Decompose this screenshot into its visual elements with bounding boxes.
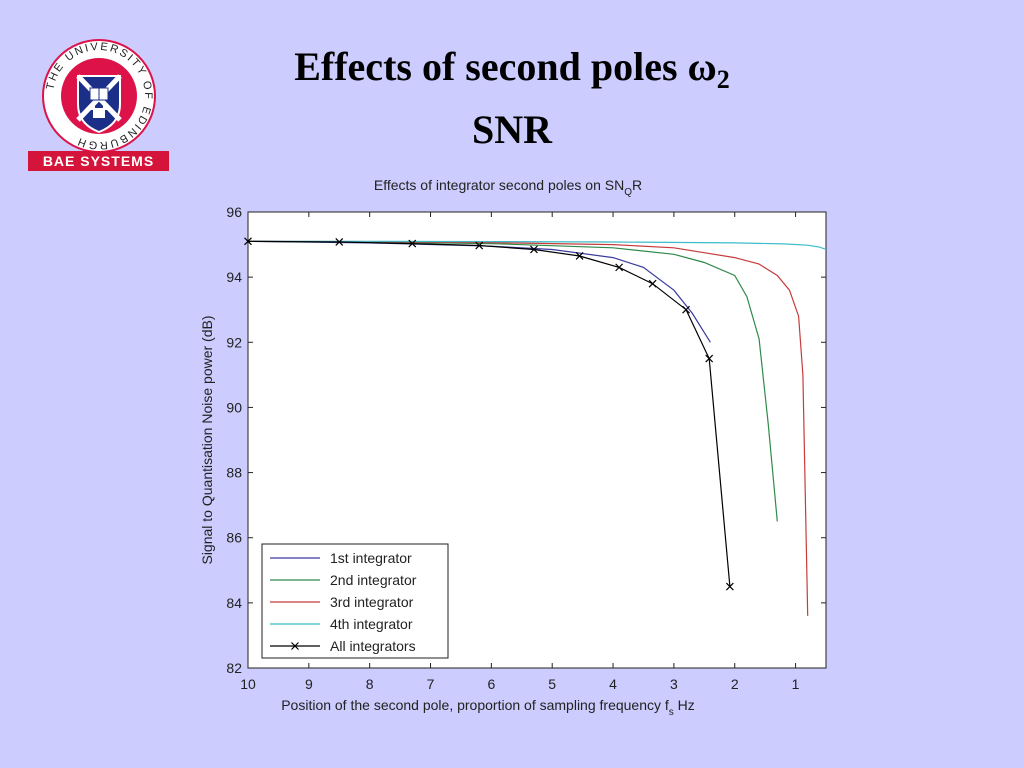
x-tick-label: 4 — [609, 676, 617, 692]
data-point-marker — [335, 238, 344, 246]
chart-title: Effects of integrator second poles on SN… — [374, 177, 642, 198]
x-tick-label: 5 — [548, 676, 556, 692]
x-tick-label: 3 — [670, 676, 678, 692]
bae-systems-logo: BAE SYSTEMS — [28, 151, 169, 171]
x-tick-label: 9 — [305, 676, 313, 692]
legend-label-5: All integrators — [330, 638, 416, 654]
y-tick-label: 88 — [226, 465, 242, 481]
chart-legend: 1st integrator 2nd integrator 3rd integrat… — [261, 543, 449, 659]
legend-label-3: 3rd integrator — [330, 594, 414, 610]
legend-marker — [291, 642, 299, 650]
x-tick-label: 2 — [731, 676, 739, 692]
x-tick-label: 6 — [487, 676, 495, 692]
x-tick-label: 10 — [240, 676, 256, 692]
data-point-marker — [244, 237, 252, 246]
legend-label-4: 4th integrator — [330, 616, 413, 632]
legend-label-1: 1st integrator — [330, 550, 412, 566]
x-tick-label: 7 — [427, 676, 435, 692]
y-tick-label: 84 — [226, 595, 242, 611]
x-tick-label: 1 — [792, 676, 800, 692]
snr-chart: Effects of integrator second poles on SN… — [199, 177, 827, 718]
title-line-2: SNR — [471, 107, 553, 152]
y-tick-label: 92 — [226, 334, 242, 350]
legend-label-2: 2nd integrator — [330, 572, 417, 588]
university-of-edinburgh-crest: THE UNIVERSITY OF EDINBURGH — [42, 39, 156, 153]
data-point-marker — [575, 252, 584, 260]
y-tick-label: 86 — [226, 530, 242, 546]
series-line-3 — [247, 240, 809, 616]
data-point-marker — [408, 239, 417, 248]
data-point-marker — [475, 241, 484, 250]
y-tick-label: 94 — [226, 269, 242, 285]
y-tick-label: 96 — [226, 204, 242, 220]
title-line-1: Effects of second poles ω2 — [294, 44, 730, 94]
data-point-marker — [530, 245, 538, 254]
y-tick-label: 90 — [226, 399, 242, 415]
x-axis-label: Position of the second pole, proportion … — [281, 697, 695, 718]
data-point-marker — [725, 582, 734, 591]
data-point-marker — [648, 279, 657, 288]
data-point-marker — [615, 263, 624, 272]
data-point-marker — [682, 305, 690, 314]
data-point-marker — [705, 354, 714, 363]
series-line-2 — [247, 240, 778, 522]
y-axis-label: Signal to Quantisation Noise power (dB) — [199, 315, 215, 564]
slide-title: Effects of second poles ω2 SNR — [200, 42, 824, 155]
y-tick-label: 82 — [226, 660, 242, 676]
x-tick-label: 8 — [366, 676, 374, 692]
